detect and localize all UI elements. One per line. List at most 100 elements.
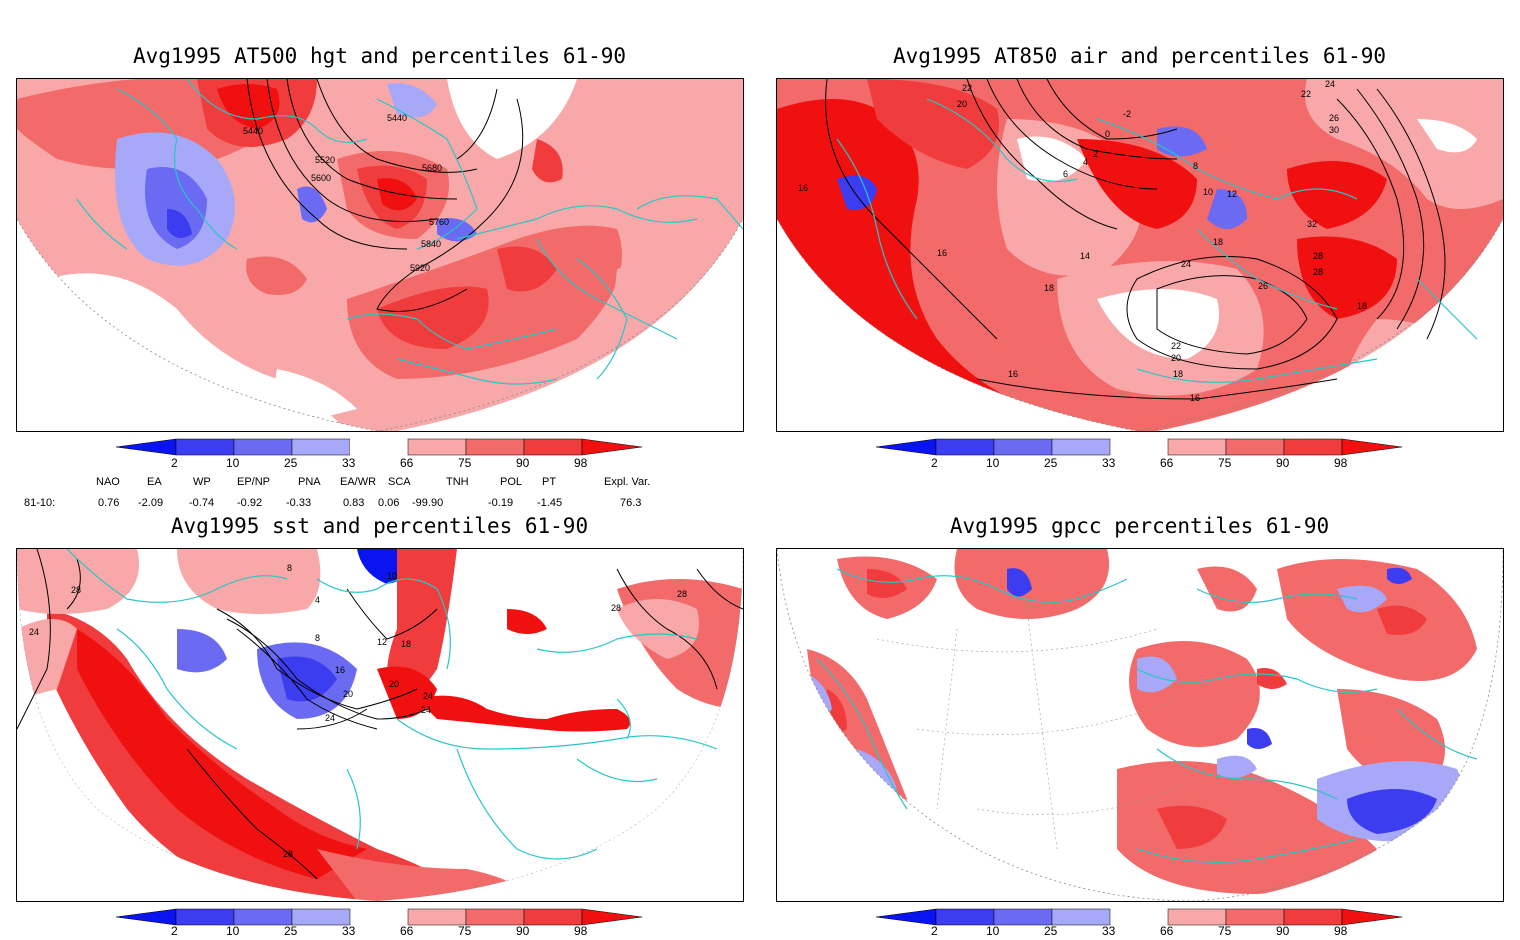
contour-label: 28 [283,849,293,859]
index-value: -2.09 [138,497,164,509]
colorbar-tick-label: 90 [516,456,530,470]
contour-label: 16 [937,248,947,258]
contour-label: 12 [1227,189,1237,199]
contour-label: 5680 [422,163,442,173]
contour-label: 2 [1093,149,1098,159]
index-value: -0.19 [488,497,514,509]
colorbar-labels: 2 10 25 33 66 75 90 98 [876,924,1406,940]
index-value: -0.33 [286,497,312,509]
colorbar-tick-label: 75 [1218,924,1232,938]
colorbar-tick-label: 10 [226,924,240,938]
index-header: POL [500,476,523,488]
contour-label: 10 [1203,187,1213,197]
index-value: -0.92 [237,497,263,509]
index-header: EP/NP [237,476,271,488]
colorbar-tick-label: 98 [574,924,588,938]
contour-label: 5440 [387,113,407,123]
contour-label: 22 [1301,89,1311,99]
colorbar-labels: 2 10 25 33 66 75 90 98 [876,456,1406,472]
colorbar-tick-label: 33 [1102,456,1116,470]
contour-label: 16 [798,183,808,193]
index-header: PT [542,476,557,488]
contour-label: 28 [1313,267,1323,277]
index-value: -99.90 [412,497,444,509]
map-panel-air850: 22 20 -2 0 2 4 6 8 10 12 14 16 16 16 16 … [776,78,1504,432]
contour-label: 16 [335,665,345,675]
contour-label: 24 [1181,259,1191,269]
contour-label: 20 [343,689,353,699]
colorbar [875,438,1406,466]
contour-label: 24 [325,713,335,723]
colorbar-tick-label: 2 [171,456,178,470]
panel-title-gpcc: Avg1995 gpcc percentiles 61-90 [949,514,1330,538]
contour-label: 20 [957,99,967,109]
contour-label: 18 [401,639,411,649]
colorbar-tick-label: 75 [1218,456,1232,470]
contour-label: 24 [421,705,431,715]
colorbar-tick-label: 90 [1276,456,1290,470]
index-header: SCA [388,476,411,488]
contour-label: 28 [1313,251,1323,261]
contour-label: 16 [1008,369,1018,379]
contour-label: 5600 [311,173,331,183]
contour-label: 8 [1193,161,1198,171]
colorbar-tick-label: 98 [574,456,588,470]
contour-label: 16 [1190,393,1200,403]
colorbar-tick-label: 25 [1044,924,1058,938]
colorbar-tick-label: 33 [1102,924,1116,938]
colorbar [875,908,1406,936]
contour-label: 28 [611,603,621,613]
contour-label: 30 [1329,125,1339,135]
index-value: 0.83 [343,497,365,509]
colorbar-tick-label: 90 [516,924,530,938]
colorbar-labels: 2 10 25 33 66 75 90 98 [116,924,646,940]
colorbar-tick-label: 66 [1160,924,1174,938]
colorbar-tick-label: 2 [931,924,938,938]
contour-label: 5760 [429,217,449,227]
contour-label: 10 [387,571,397,581]
index-value: 0.06 [378,497,400,509]
index-header: TNH [446,476,469,488]
colorbar-tick-label: 66 [400,924,414,938]
colorbar-tick-label: 33 [342,924,356,938]
index-value: 0.76 [98,497,120,509]
index-row-label: 81-10: [24,497,56,509]
colorbar-tick-label: 10 [986,456,1000,470]
index-header: PNA [298,476,321,488]
contour-label: 8 [315,633,320,643]
contour-label: 4 [1083,157,1088,167]
contour-label: 5440 [243,126,263,136]
colorbar-tick-label: 33 [342,456,356,470]
index-value: -1.45 [537,497,563,509]
contour-label: 5520 [315,155,335,165]
colorbar-tick-label: 98 [1334,924,1348,938]
colorbar-tick-label: 90 [1276,924,1290,938]
contour-label: 32 [1307,219,1317,229]
map-panel-sst: 28 24 8 4 8 12 16 20 20 24 24 28 28 28 1… [16,548,744,902]
contour-label: 22 [962,83,972,93]
contour-label: 14 [1080,251,1090,261]
colorbar-tick-label: 25 [284,456,298,470]
colorbar-tick-label: 75 [458,924,472,938]
index-header: Expl. Var. [604,476,651,488]
contour-label: 5920 [410,263,430,273]
contour-label: 20 [1171,353,1181,363]
index-header: NAO [96,476,120,488]
contour-label: 18 [1213,237,1223,247]
colorbar-tick-label: 2 [931,456,938,470]
colorbar-tick-label: 10 [986,924,1000,938]
contour-label: 0 [1105,129,1110,139]
index-value: 76.3 [620,497,642,509]
contour-label: 26 [1258,281,1268,291]
contour-label: 24 [1325,79,1335,89]
contour-label: -2 [1123,109,1131,119]
colorbar [115,908,646,936]
colorbar-tick-label: 25 [284,924,298,938]
index-header: EA/WR [340,476,377,488]
colorbar-tick-label: 75 [458,456,472,470]
colorbar-tick-label: 98 [1334,456,1348,470]
contour-label: 26 [1329,113,1339,123]
panel-title-hgt500: Avg1995 AT500 hgt and percentiles 61-90 [132,44,627,68]
contour-label: 24 [29,627,39,637]
colorbar-tick-label: 2 [171,924,178,938]
